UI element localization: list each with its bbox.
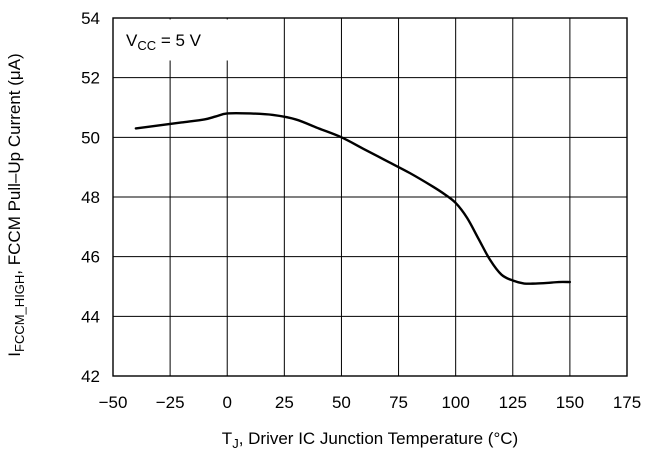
y-tick-label: 50	[81, 128, 100, 147]
x-tick-label: 175	[613, 393, 641, 412]
x-tick-label: 25	[275, 393, 294, 412]
annotation-label: VCC = 5 V	[126, 31, 202, 53]
series	[134, 111, 572, 285]
y-axis-label-rest: , FCCM Pull–Up Current (μA)	[5, 53, 24, 274]
x-axis-label-rest: , Driver IC Junction Temperature (°C)	[239, 429, 519, 448]
x-tick-label: 0	[222, 393, 231, 412]
x-tick-labels: −50 −25 0 25 50 75 100 125 150 175	[99, 393, 642, 412]
y-tick-label: 44	[81, 307, 100, 326]
x-tick-label: −25	[156, 393, 185, 412]
annotation-sub: CC	[137, 38, 156, 53]
x-tick-label: 100	[441, 393, 469, 412]
annotation-rest: = 5 V	[156, 31, 202, 50]
annotation-main: V	[126, 31, 138, 50]
annotation: VCC = 5 V	[114, 19, 233, 61]
y-axis-label-sub: FCCM_HIGH	[12, 275, 27, 352]
y-axis-label-main: I	[5, 352, 24, 357]
x-tick-label: −50	[99, 393, 128, 412]
annotation-background	[114, 19, 233, 61]
series-line	[134, 111, 572, 285]
grid	[113, 18, 627, 376]
y-axis-label: IFCCM_HIGH, FCCM Pull–Up Current (μA)	[5, 53, 27, 356]
y-tick-label: 52	[81, 69, 100, 88]
y-tick-label: 42	[81, 367, 100, 386]
y-tick-label: 48	[81, 188, 100, 207]
y-tick-label: 54	[81, 9, 100, 28]
y-tick-label: 46	[81, 248, 100, 267]
x-tick-label: 75	[389, 393, 408, 412]
y-tick-labels: 42 44 46 48 50 52 54	[81, 9, 100, 386]
x-tick-label: 150	[556, 393, 584, 412]
x-axis-label-main: T	[222, 429, 232, 448]
x-tick-label: 50	[332, 393, 351, 412]
x-tick-label: 125	[499, 393, 527, 412]
plot-frame	[112, 17, 628, 377]
x-axis-label: TJ, Driver IC Junction Temperature (°C)	[222, 429, 518, 450]
x-axis-label-sub: J	[232, 436, 239, 450]
